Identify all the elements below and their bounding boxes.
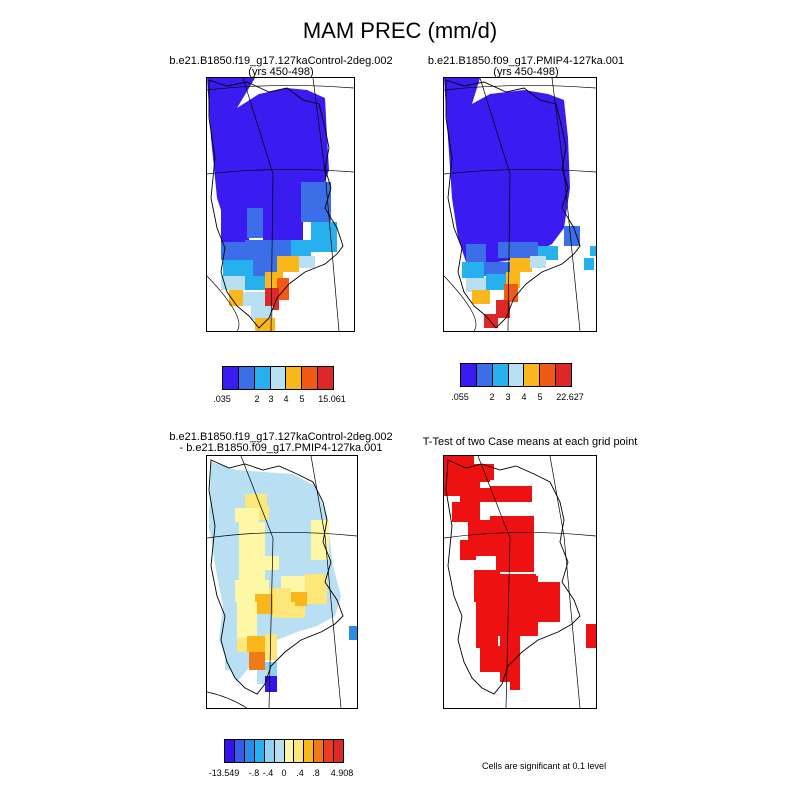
colorbar-3-label: -13.549 xyxy=(208,768,240,778)
significance-note: Cells are significant at 0.1 level xyxy=(482,761,607,771)
panel-2-title: b.e21.B1850.f09_g17.PMIP4-127ka.001 (yrs… xyxy=(398,56,654,78)
colorbar-3-label: -.4 xyxy=(262,768,274,778)
colorbar-3-label: -.8 xyxy=(248,768,260,778)
map-pmip4-svg xyxy=(444,78,596,331)
difference-cells xyxy=(209,462,357,692)
panel-1-title-line1: b.e21.B1850.f19_g17.127kaControl-2deg.00… xyxy=(169,55,393,67)
colorbar-swatch xyxy=(460,363,477,387)
coastline-pmip4 xyxy=(445,79,581,329)
colorbar-2-swatches xyxy=(460,363,573,387)
colorbar-1-label: 15.061 xyxy=(318,394,346,404)
colorbar-1-label: 5 xyxy=(299,394,305,404)
colorbar-1-label: 4 xyxy=(283,394,289,404)
colorbar-2-label: 22.627 xyxy=(556,392,584,402)
map-panel-ttest xyxy=(443,455,597,709)
colorbar-2-label: 5 xyxy=(537,392,543,402)
map-grid-ttest xyxy=(444,456,596,708)
colorbar-2-label: 2 xyxy=(489,392,495,402)
colorbar-2-label: 4 xyxy=(521,392,527,402)
map-difference-svg xyxy=(207,456,357,708)
precip-cells-control xyxy=(207,78,337,331)
map-grid-pmip4 xyxy=(444,78,596,331)
colorbar-swatch xyxy=(491,363,509,387)
colorbar-3-label: 4.908 xyxy=(330,768,354,778)
colorbar-1-label: .035 xyxy=(213,394,231,404)
coastline-difference xyxy=(208,459,344,695)
figure-title: MAM PREC (mm/d) xyxy=(302,18,498,43)
significant-cells xyxy=(444,456,596,690)
colorbar-2 xyxy=(460,363,573,387)
panel-3-title-line1: b.e21.B1850.f19_g17.127kaControl-2deg.00… xyxy=(169,431,393,443)
colorbar-swatch xyxy=(317,366,335,390)
map-control-svg xyxy=(207,78,354,331)
colorbar-1 xyxy=(222,366,335,390)
colorbar-swatch xyxy=(253,366,271,390)
colorbar-2-label: .055 xyxy=(451,392,469,402)
colorbar-1-label: 2 xyxy=(254,394,260,404)
colorbar-3-swatches xyxy=(224,739,345,763)
colorbar-3-label: 0 xyxy=(281,768,287,778)
panel-3-title: b.e21.B1850.f19_g17.127kaControl-2deg.00… xyxy=(150,432,412,454)
map-grid-difference xyxy=(207,456,357,708)
colorbar-3-label: .8 xyxy=(312,768,320,778)
panel-2-title-line1: b.e21.B1850.f09_g17.PMIP4-127ka.001 xyxy=(427,55,625,67)
coastline-ttest xyxy=(445,459,581,695)
colorbar-swatch xyxy=(555,363,573,387)
coastline-control xyxy=(208,79,344,329)
panel-1-title: b.e21.B1850.f19_g17.127kaControl-2deg.00… xyxy=(150,56,412,78)
map-panel-pmip4 xyxy=(443,77,597,332)
panel-3-title-line2: - b.e21.B1850.f09_g17.PMIP4-127ka.001 xyxy=(179,442,383,454)
colorbar-1-swatches xyxy=(222,366,335,390)
panel-4-title: T-Test of two Case means at each grid po… xyxy=(422,436,638,448)
colorbar-1-label: 3 xyxy=(268,394,274,404)
colorbar-swatch xyxy=(507,363,525,387)
precip-cells-pmip4 xyxy=(444,78,596,328)
colorbar-swatch xyxy=(285,366,303,390)
panel-2-title-line2: (yrs 450-498) xyxy=(493,66,559,78)
colorbar-swatch xyxy=(269,366,287,390)
colorbar-2-label: 3 xyxy=(505,392,511,402)
colorbar-swatch xyxy=(237,366,255,390)
colorbar-3 xyxy=(224,739,345,763)
colorbar-swatch xyxy=(475,363,493,387)
map-panel-control xyxy=(206,77,355,332)
map-ttest-svg xyxy=(444,456,596,708)
map-grid-control xyxy=(207,78,354,331)
colorbar-swatch xyxy=(539,363,557,387)
colorbar-swatch xyxy=(222,366,239,390)
colorbar-swatch xyxy=(523,363,541,387)
colorbar-swatch xyxy=(333,739,345,763)
map-panel-difference xyxy=(206,455,358,709)
colorbar-3-label: .4 xyxy=(296,768,304,778)
colorbar-swatch xyxy=(301,366,319,390)
panel-1-title-line2: (yrs 450-498) xyxy=(248,66,314,78)
